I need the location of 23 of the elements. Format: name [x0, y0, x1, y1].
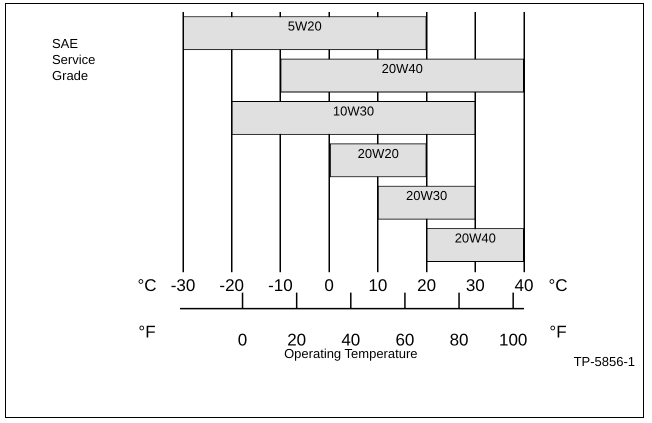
x2-tick-label: 0: [238, 330, 248, 350]
y-tick-label: 20W40: [382, 61, 423, 76]
text: °F: [138, 322, 156, 342]
y-tick-label: 20W30: [406, 188, 448, 204]
text: SAE Service Grade: [52, 36, 96, 84]
y-tick-label: 5W20: [288, 18, 322, 34]
x-tick-label: -10: [268, 276, 293, 296]
x-tick-label: -30: [170, 276, 196, 296]
x-tick-label: 20: [417, 276, 436, 296]
y-tick-label: 20W20: [358, 146, 399, 161]
x-axis-title: °C: [548, 276, 568, 295]
x2-tick-label: 80: [450, 330, 469, 350]
y-tick-label: 20W40: [454, 230, 496, 246]
text: TP-5856-1: [574, 354, 635, 370]
y-tick-label: 10W30: [332, 103, 374, 118]
x2-tick-label: 100: [498, 330, 528, 350]
x-tick-label: -20: [219, 276, 244, 296]
x-tick-label: 0: [324, 276, 334, 296]
x-tick-label: 10: [368, 276, 388, 296]
x-tick-label: 30: [466, 276, 485, 296]
text: °C: [137, 276, 157, 295]
x-tick-label: 40: [514, 276, 534, 296]
x2-axis-title: °F: [549, 322, 567, 342]
